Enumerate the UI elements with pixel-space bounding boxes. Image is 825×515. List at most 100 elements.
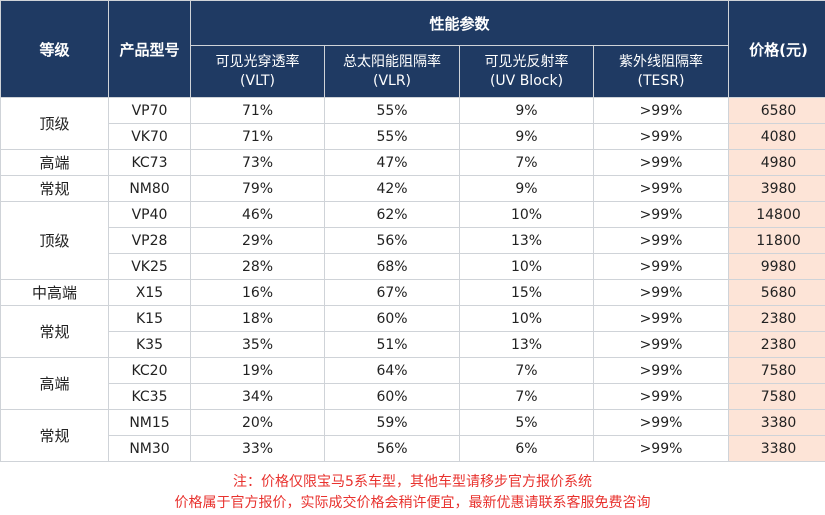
price-cell: 6580 [728, 97, 825, 124]
price-cell: 2380 [728, 331, 825, 358]
vlr-cell: 59% [324, 409, 460, 436]
header-column-code: (TESR) [637, 72, 685, 89]
vlr-cell: 55% [324, 97, 460, 124]
uv-cell: 9% [459, 123, 594, 150]
grade-cell: 常规 [0, 409, 109, 462]
vlr-cell: 64% [324, 357, 460, 384]
grade-cell: 顶级 [0, 201, 109, 280]
table-row: 常规 NM80 79% 42% 9% >99% 3980 [0, 175, 825, 202]
header-model: 产品型号 [108, 0, 191, 98]
model-cell: VP70 [108, 97, 191, 124]
table-row: VK70 71% 55% 9% >99% 4080 [1, 123, 825, 150]
vlt-cell: 79% [190, 175, 325, 202]
tesr-cell: >99% [592, 201, 730, 228]
model-cell: KC73 [108, 149, 191, 176]
grade-cell: 高端 [0, 149, 109, 176]
tesr-cell: >99% [592, 383, 730, 410]
price-cell: 9980 [728, 253, 825, 280]
vlr-cell: 56% [324, 435, 460, 462]
price-cell: 3980 [728, 175, 825, 202]
vlt-cell: 28% [190, 253, 325, 280]
header-column-1: 总太阳能阻隔率 (VLR) [324, 45, 460, 98]
header-column-2: 可见光反射率 (UV Block) [459, 45, 594, 98]
header-column-title: 可见光穿透率 [215, 53, 300, 70]
price-cell: 3380 [728, 409, 825, 436]
uv-cell: 6% [459, 435, 594, 462]
note-line-2: 价格属于官方报价，实际成交价格会稍许便宜，最新优惠请联系客服免费咨询 [174, 495, 651, 511]
tesr-cell: >99% [592, 149, 730, 176]
table-row: KC35 34% 60% 7% >99% 7580 [1, 383, 825, 410]
model-cell: VK25 [108, 253, 191, 280]
grade-cell: 顶级 [0, 97, 109, 150]
vlr-cell: 51% [324, 331, 460, 358]
note-line-1: 注：价格仅限宝马5系车型，其他车型请移步官方报价系统 [233, 474, 592, 490]
vlt-cell: 35% [190, 331, 325, 358]
vlr-cell: 68% [324, 253, 460, 280]
table-row: VP28 29% 56% 13% >99% 11800 [1, 227, 825, 254]
table-row: 中高端 X15 16% 67% 15% >99% 5680 [0, 279, 825, 306]
model-cell: K35 [108, 331, 191, 358]
vlt-cell: 71% [190, 123, 325, 150]
price-cell: 7580 [728, 357, 825, 384]
vlt-cell: 71% [190, 97, 325, 124]
price-cell: 4980 [728, 149, 825, 176]
tesr-cell: >99% [592, 253, 730, 280]
model-cell: X15 [108, 279, 191, 306]
table-row: 顶级 VP40 46% 62% 10% >99% 14800 [0, 201, 825, 280]
grade-cell: 高端 [0, 357, 109, 410]
uv-cell: 7% [459, 357, 594, 384]
vlr-cell: 55% [324, 123, 460, 150]
header-grade: 等级 [0, 0, 109, 98]
uv-cell: 10% [459, 253, 594, 280]
table-row: K35 35% 51% 13% >99% 2380 [1, 331, 825, 358]
vlt-cell: 20% [190, 409, 325, 436]
grade-cell: 中高端 [0, 279, 109, 306]
model-cell: KC20 [108, 357, 191, 384]
uv-cell: 9% [459, 97, 594, 124]
table-row: 常规 NM15 20% 59% 5% >99% 3380 [0, 409, 825, 462]
header-performance: 性能参数 [189, 0, 730, 46]
uv-cell: 9% [459, 175, 594, 202]
price-cell: 3380 [728, 435, 825, 462]
uv-cell: 15% [459, 279, 594, 306]
model-cell: VK70 [108, 123, 191, 150]
vlr-cell: 67% [324, 279, 460, 306]
table-row: 常规 K15 18% 60% 10% >99% 2380 [0, 305, 825, 358]
tesr-cell: >99% [592, 435, 730, 462]
price-cell: 4080 [728, 123, 825, 150]
model-cell: KC35 [108, 383, 191, 410]
uv-cell: 10% [459, 201, 594, 228]
uv-cell: 13% [459, 227, 594, 254]
vlr-cell: 42% [324, 175, 460, 202]
vlr-cell: 60% [324, 305, 460, 332]
header-column-3: 紫外线阻隔率 (TESR) [592, 45, 730, 98]
price-spec-table: 等级 产品型号 性能参数 价格(元) 可见光穿透率 (VLT) 总太阳能阻隔率 (VL… [0, 0, 825, 462]
header-column-title: 可见光反射率 [484, 53, 569, 70]
tesr-cell: >99% [592, 279, 730, 306]
table-row: VK25 28% 68% 10% >99% 9980 [1, 253, 825, 280]
header-column-title: 总太阳能阻隔率 [343, 53, 441, 70]
tesr-cell: >99% [592, 357, 730, 384]
uv-cell: 5% [459, 409, 594, 436]
tesr-cell: >99% [592, 409, 730, 436]
price-cell: 7580 [728, 383, 825, 410]
price-cell: 14800 [728, 201, 825, 228]
vlr-cell: 60% [324, 383, 460, 410]
tesr-cell: >99% [592, 305, 730, 332]
price-cell: 5680 [728, 279, 825, 306]
header-column-title: 紫外线阻隔率 [619, 53, 703, 70]
uv-cell: 10% [459, 305, 594, 332]
tesr-cell: >99% [592, 97, 730, 124]
tesr-cell: >99% [592, 123, 730, 150]
table-row: 高端 KC20 19% 64% 7% >99% 7580 [0, 357, 825, 410]
vlt-cell: 73% [190, 149, 325, 176]
model-cell: NM80 [108, 175, 191, 202]
model-cell: VP40 [108, 201, 191, 228]
header-price: 价格(元) [728, 0, 825, 98]
vlr-cell: 62% [324, 201, 460, 228]
header-column-code: (UV Block) [489, 72, 564, 89]
price-cell: 2380 [728, 305, 825, 332]
tesr-cell: >99% [592, 175, 730, 202]
vlt-cell: 16% [190, 279, 325, 306]
table-row: 高端 KC73 73% 47% 7% >99% 4980 [0, 149, 825, 176]
